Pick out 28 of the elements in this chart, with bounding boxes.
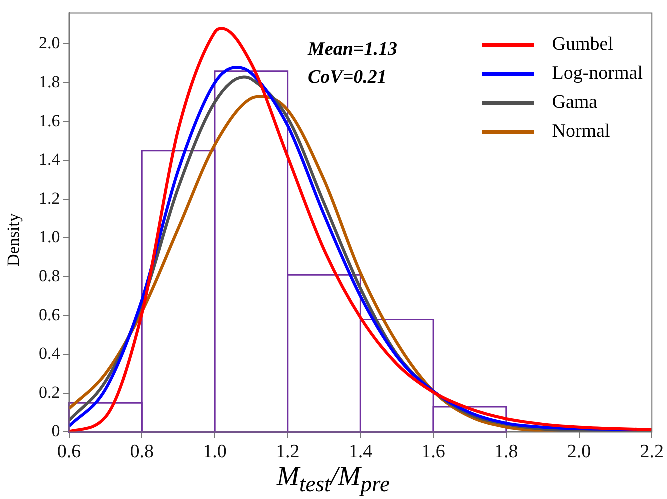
y-axis-title: Density <box>4 214 24 266</box>
x-axis-title: M$_{test}$/M$_{pre}$ <box>276 460 391 498</box>
y-tick-label: 2.0 <box>39 34 60 53</box>
y-tick-label: 0.8 <box>39 266 60 286</box>
x-tick-label: 0.6 <box>57 442 82 463</box>
legend-label: Gumbel <box>552 34 614 56</box>
x-tick-label: 1.8 <box>494 442 518 463</box>
legend-label: Log-normal <box>552 62 643 84</box>
x-tick-label: 1.4 <box>348 442 374 463</box>
y-tick-label: 1.8 <box>39 72 60 92</box>
annotation: Mean=1.13 <box>308 38 398 62</box>
y-tick-label: 1.6 <box>39 111 60 130</box>
x-tick-label: 2.0 <box>567 442 592 463</box>
legend-label: Normal <box>552 120 610 142</box>
x-tick-label: 0.8 <box>130 442 154 463</box>
y-tick-label: 0 <box>52 422 60 441</box>
legend-label: Gama <box>552 92 598 114</box>
y-tick-label: 1.2 <box>39 188 60 208</box>
x-tick-label: 1.2 <box>276 442 300 463</box>
x-tick-label: 1.6 <box>422 442 446 463</box>
y-tick-label: 0.6 <box>39 305 60 324</box>
annotation: CoV=0.21 <box>308 66 388 90</box>
y-tick-label: 1.0 <box>39 228 60 247</box>
y-tick-label: 0.2 <box>39 382 60 402</box>
x-tick-label: 1.0 <box>203 442 227 463</box>
x-tick-label: 2.2 <box>640 442 664 463</box>
y-tick-label: 0.4 <box>39 344 61 364</box>
y-tick-label: 1.4 <box>39 150 61 170</box>
